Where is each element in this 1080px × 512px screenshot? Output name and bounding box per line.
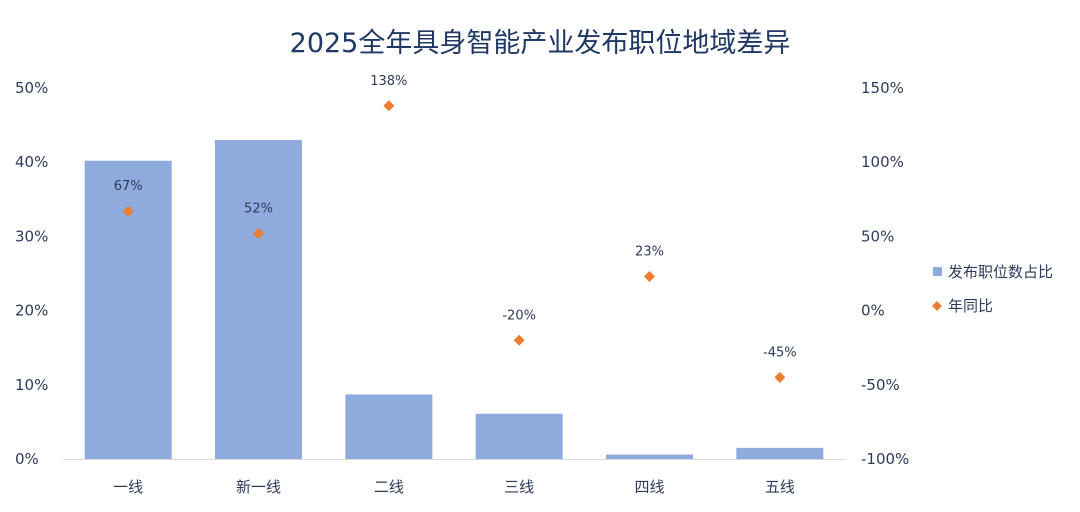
bar-series — [84, 139, 824, 459]
right-tick-label: -50% — [861, 376, 900, 394]
right-tick-label: 50% — [861, 227, 894, 245]
point-label-6: -45% — [763, 345, 797, 360]
bar-5 — [606, 454, 693, 459]
left-tick-label: 0% — [15, 450, 39, 468]
left-tick-label: 10% — [15, 376, 48, 394]
legend-label-bars: 发布职位数占比 — [948, 263, 1053, 281]
legend-label-points: 年同比 — [948, 297, 993, 315]
category-label: 一线 — [113, 478, 143, 496]
bar-6 — [736, 447, 824, 459]
bar-1 — [84, 160, 172, 459]
right-tick-label: 150% — [861, 79, 904, 97]
legend-swatch-points — [932, 301, 942, 311]
point-3 — [383, 100, 395, 112]
left-tick-label: 20% — [15, 302, 48, 320]
left-tick-label: 50% — [15, 79, 48, 97]
point-label-1: 67% — [114, 179, 143, 194]
point-1 — [122, 205, 134, 217]
left-tick-label: 30% — [15, 227, 48, 245]
point-4 — [513, 334, 525, 346]
right-tick-label: 100% — [861, 153, 904, 171]
bar-2 — [215, 139, 302, 459]
data-labels: 67% 52% 138% -20% 23% -45% — [114, 74, 797, 361]
chart-title: 2025全年具身智能产业发布职位地域差异 — [290, 28, 791, 59]
point-label-3: 138% — [370, 74, 407, 89]
point-label-2: 52% — [244, 201, 273, 216]
legend-swatch-bars — [933, 267, 942, 276]
point-label-5: 23% — [635, 244, 664, 259]
right-tick-label: 0% — [861, 302, 885, 320]
category-label: 三线 — [504, 478, 534, 496]
category-label: 新一线 — [236, 478, 281, 496]
point-2 — [253, 227, 264, 239]
right-axis: -100% -50% 0% 50% 100% 150% — [861, 79, 909, 468]
bar-3 — [345, 394, 433, 459]
scatter-series — [122, 100, 786, 383]
x-axis-categories: 一线 新一线 二线 三线 四线 五线 — [113, 478, 795, 496]
category-label: 五线 — [765, 478, 795, 496]
point-5 — [644, 270, 655, 282]
left-axis: 0% 10% 20% 30% 40% 50% — [15, 79, 48, 468]
legend: 发布职位数占比 年同比 — [932, 263, 1053, 315]
right-tick-label: -100% — [861, 450, 909, 468]
category-label: 四线 — [634, 478, 664, 496]
category-label: 二线 — [374, 478, 404, 496]
left-tick-label: 40% — [15, 153, 48, 171]
point-label-4: -20% — [502, 308, 536, 323]
point-6 — [774, 371, 786, 383]
bar-4 — [475, 413, 563, 459]
